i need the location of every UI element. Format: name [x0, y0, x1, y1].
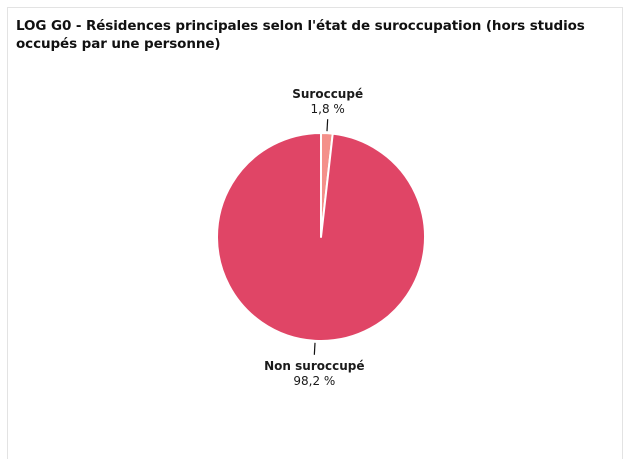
leader-line-suroccupe	[326, 119, 329, 132]
slice-label-non-suroccupe: Non suroccupé	[264, 359, 364, 373]
slice-value-non-suroccupe: 98,2 %	[293, 374, 335, 388]
slice-value-suroccupe: 1,8 %	[311, 102, 345, 116]
leader-line-non-suroccupe	[313, 342, 316, 355]
slice-label-suroccupe: Suroccupé	[292, 87, 363, 101]
pie-slice-non-suroccupe[interactable]	[216, 132, 427, 342]
chart-title: LOG G0 - Résidences principales selon l'…	[16, 18, 585, 52]
pie-slices	[216, 132, 427, 342]
